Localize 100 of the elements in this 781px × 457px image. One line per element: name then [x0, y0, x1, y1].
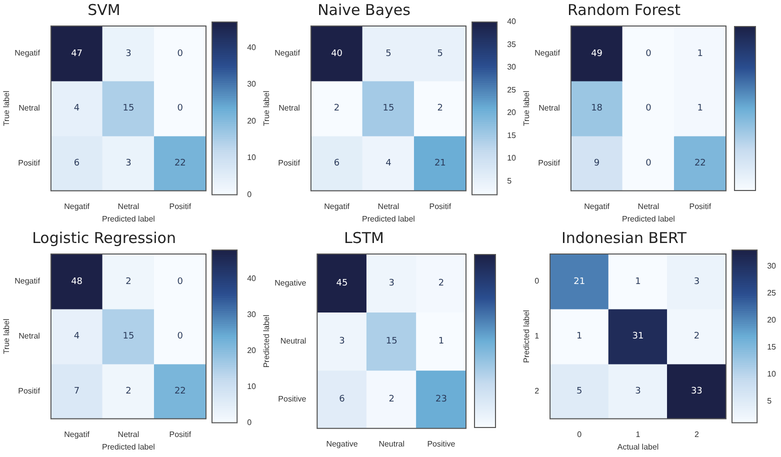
- y-axis-title: True label: [262, 90, 272, 126]
- y-tick-label: Netral: [18, 332, 40, 341]
- y-axis-title: True label: [522, 90, 532, 126]
- data-label: 6: [334, 158, 340, 169]
- color-bar-label: 0: [247, 190, 252, 200]
- data-label: 1: [697, 48, 704, 59]
- color-bar-label: 10: [247, 382, 257, 392]
- y-tick-label: 0: [534, 276, 540, 286]
- x-tick-label: Positif: [689, 202, 712, 211]
- chart-title: Naive Bayes: [318, 0, 411, 19]
- x-axis-title: Predicted label: [362, 214, 416, 224]
- color-bar-label: 25: [507, 85, 517, 94]
- data-label: 21: [434, 158, 446, 169]
- data-label: 18: [591, 104, 603, 114]
- data-label: 40: [331, 48, 343, 59]
- color-bar-label: 40: [507, 17, 517, 26]
- x-tick-label: Netral: [118, 430, 140, 439]
- y-tick-label: Positif: [538, 158, 561, 168]
- y-axis-title: True label: [2, 90, 12, 126]
- x-tick-label: 1: [636, 430, 641, 439]
- data-label: 5: [386, 48, 392, 59]
- data-label: 45: [336, 278, 348, 288]
- y-tick-label: Negatif: [14, 48, 41, 58]
- x-tick-label: 0: [577, 430, 582, 439]
- y-tick-label: 2: [534, 386, 540, 396]
- data-label: 15: [382, 104, 394, 114]
- data-label: 1: [697, 104, 704, 114]
- x-tick-label: 2: [694, 430, 700, 439]
- x-tick-label: Negatif: [64, 430, 90, 439]
- data-label: 0: [646, 48, 652, 59]
- color-bar-label: 10: [767, 369, 777, 378]
- data-label: 3: [635, 386, 641, 397]
- y-tick-label: Netral: [538, 104, 560, 113]
- color-bar-label: 40: [247, 274, 257, 284]
- color-bar-label: 20: [247, 346, 257, 356]
- data-label: 2: [126, 386, 132, 397]
- x-axis-title: Predicted label: [622, 214, 676, 224]
- color-bar-label: 20: [247, 116, 257, 126]
- data-label: 9: [594, 158, 600, 169]
- data-label: 22: [174, 158, 186, 169]
- color-bar-label: 25: [767, 288, 777, 298]
- y-tick-label: Neutral: [280, 336, 306, 346]
- x-tick-label: Negatif: [584, 202, 610, 211]
- data-label: 49: [591, 48, 603, 59]
- y-tick-label: Netral: [278, 104, 300, 113]
- x-tick-label: Positif: [429, 202, 452, 211]
- y-tick-label: 1: [534, 332, 540, 341]
- color-bar-label: 35: [507, 40, 517, 49]
- x-tick-label: Negatif: [64, 202, 90, 211]
- data-label: 1: [438, 336, 444, 347]
- data-label: 2: [437, 104, 444, 114]
- data-label: 3: [126, 158, 132, 169]
- color-bar-label: 5: [767, 396, 772, 406]
- y-tick-label: Positif: [18, 158, 41, 168]
- y-tick-label: Negatif: [274, 48, 301, 58]
- data-label: 15: [122, 332, 134, 342]
- y-tick-label: Positif: [278, 158, 301, 168]
- data-label: 4: [74, 332, 80, 342]
- y-tick-label: Positif: [18, 386, 41, 396]
- color-bar-label: 40: [247, 42, 257, 52]
- data-label: 33: [690, 386, 702, 397]
- x-tick-label: Positive: [427, 439, 456, 448]
- x-tick-label: Positif: [169, 430, 192, 439]
- chart-title: SVM: [88, 0, 120, 19]
- color-bar-label: 10: [247, 153, 257, 162]
- y-axis-title: Predicted label: [262, 314, 272, 368]
- color-bar-label: 10: [507, 154, 517, 163]
- data-label: 15: [122, 104, 134, 114]
- color-bar-label: 5: [507, 176, 512, 186]
- y-tick-label: Negatif: [14, 276, 41, 286]
- data-label: 6: [339, 394, 346, 405]
- data-label: 23: [435, 394, 447, 405]
- color-bar-label: 30: [767, 261, 777, 270]
- x-axis-title: Actual label: [617, 442, 659, 452]
- data-label: 2: [334, 104, 340, 114]
- data-label: 2: [126, 276, 132, 287]
- chart-title: Indonesian BERT: [561, 228, 688, 247]
- data-label: 47: [71, 48, 83, 59]
- chart-title: Logistic Regression: [32, 228, 176, 247]
- x-axis-title: Predicted label: [102, 214, 156, 224]
- data-label: 5: [437, 48, 444, 59]
- y-axis-title: True label: [2, 318, 12, 354]
- data-label: 3: [694, 276, 700, 287]
- y-axis-title: Predicted label: [522, 310, 532, 363]
- color-bar-label: 20: [767, 315, 777, 324]
- data-label: 4: [386, 158, 392, 169]
- data-label: 48: [71, 276, 83, 287]
- x-tick-label: Neutral: [378, 439, 405, 448]
- y-tick-label: Negative: [274, 278, 307, 288]
- data-label: 21: [574, 276, 586, 287]
- color-bar-label: 20: [507, 108, 517, 118]
- color-bar-label: 30: [247, 310, 257, 320]
- color-bar-label: 0: [247, 418, 252, 428]
- data-label: 22: [694, 158, 706, 169]
- x-tick-label: Netral: [378, 202, 400, 211]
- x-tick-label: Netral: [118, 202, 140, 211]
- data-label: 0: [177, 276, 184, 287]
- data-label: 7: [74, 386, 80, 397]
- chart-title: Random Forest: [568, 0, 681, 19]
- y-tick-label: Netral: [18, 104, 40, 113]
